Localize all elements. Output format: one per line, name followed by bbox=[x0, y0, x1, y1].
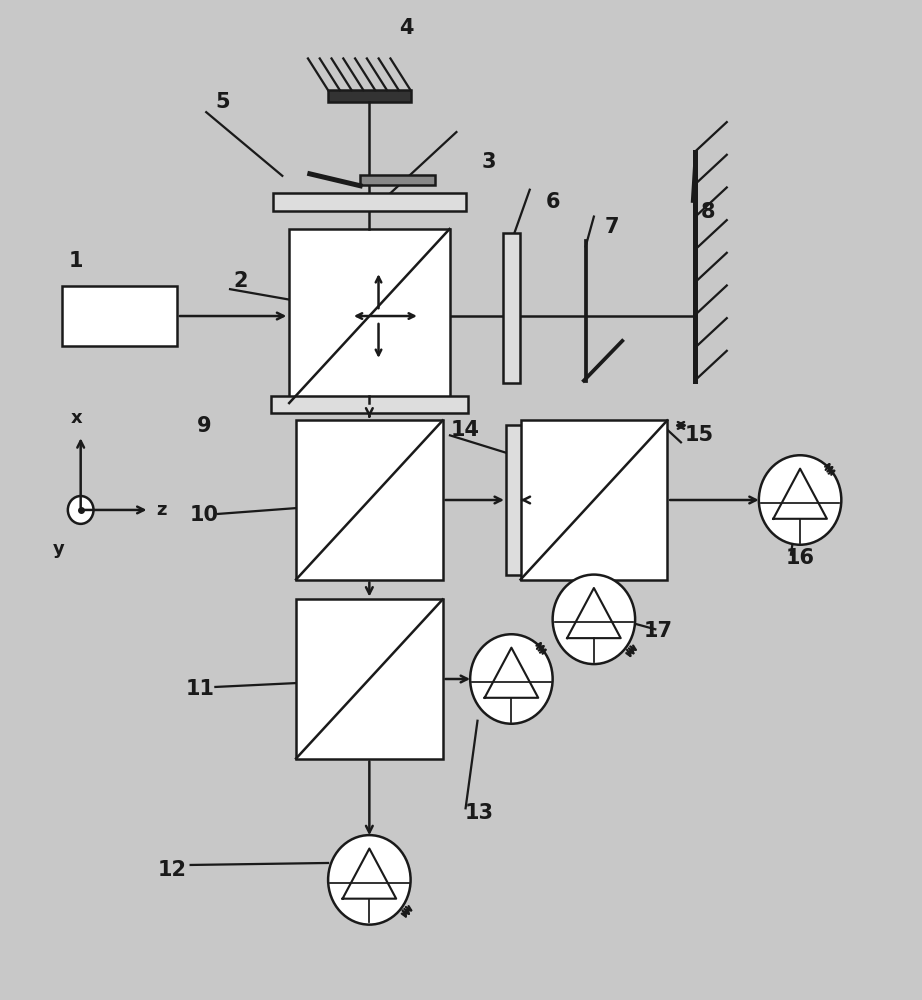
Text: 17: 17 bbox=[644, 621, 672, 641]
Text: 5: 5 bbox=[216, 92, 230, 112]
Text: 16: 16 bbox=[786, 548, 814, 568]
Bar bbox=[506, 425, 523, 575]
Text: 12: 12 bbox=[158, 860, 187, 880]
Circle shape bbox=[470, 634, 552, 724]
Text: 1: 1 bbox=[69, 251, 83, 271]
Text: 15: 15 bbox=[685, 425, 714, 445]
Bar bbox=[271, 396, 467, 413]
Text: 10: 10 bbox=[190, 505, 219, 525]
Bar bbox=[521, 420, 668, 580]
Bar bbox=[290, 229, 450, 403]
Circle shape bbox=[68, 496, 93, 524]
Bar bbox=[296, 599, 443, 759]
Bar bbox=[273, 193, 466, 211]
Text: y: y bbox=[53, 540, 65, 558]
Circle shape bbox=[759, 455, 841, 545]
Circle shape bbox=[552, 575, 635, 664]
Text: 9: 9 bbox=[197, 416, 212, 436]
Text: 3: 3 bbox=[481, 152, 496, 172]
Bar bbox=[296, 420, 443, 580]
Text: 13: 13 bbox=[465, 803, 494, 823]
Text: z: z bbox=[156, 501, 166, 519]
Bar bbox=[63, 286, 177, 346]
Bar bbox=[503, 233, 520, 383]
Circle shape bbox=[328, 835, 410, 925]
Text: 4: 4 bbox=[398, 18, 413, 38]
Bar bbox=[361, 175, 435, 185]
Text: 14: 14 bbox=[451, 420, 480, 440]
Text: 2: 2 bbox=[234, 271, 248, 291]
Text: 8: 8 bbox=[702, 202, 715, 222]
Text: 11: 11 bbox=[185, 679, 214, 699]
Text: x: x bbox=[70, 409, 82, 427]
Text: 6: 6 bbox=[546, 192, 560, 212]
Bar bbox=[328, 90, 410, 102]
Text: 7: 7 bbox=[605, 217, 620, 237]
